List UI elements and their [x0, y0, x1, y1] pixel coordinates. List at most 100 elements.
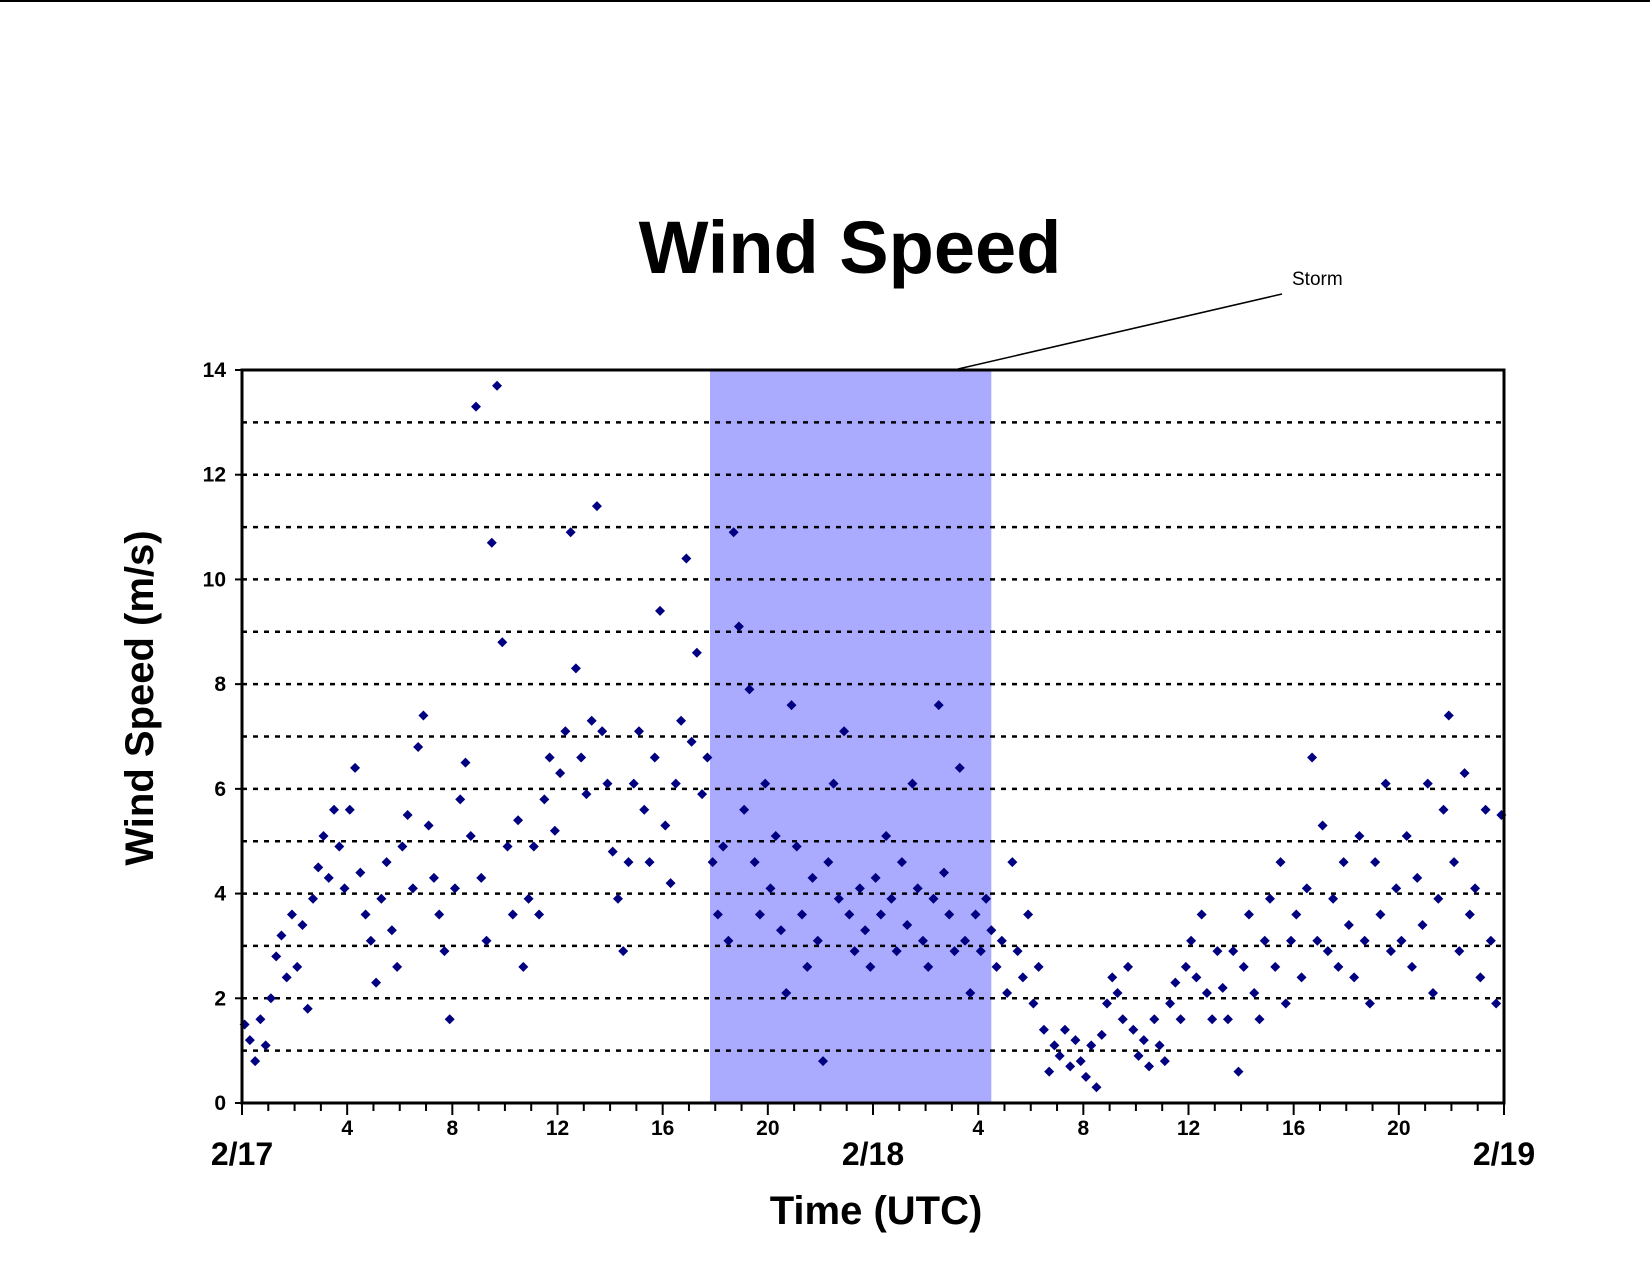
data-point [602, 778, 613, 789]
data-point [781, 988, 792, 999]
data-point [634, 726, 645, 737]
data-point [1286, 935, 1297, 946]
data-point [318, 830, 329, 841]
y-axis-ticks: 0 2 4 6 8 10 12 14 [203, 359, 242, 1115]
data-point [1228, 946, 1239, 957]
y-tick-label: 0 [214, 1092, 226, 1115]
data-point [1165, 998, 1176, 1009]
data-point [597, 726, 608, 737]
data-point [849, 946, 860, 957]
data-point [623, 857, 634, 868]
data-point [381, 857, 392, 868]
data-point [507, 909, 518, 920]
data-point [1470, 883, 1481, 894]
data-point [292, 961, 303, 972]
data-point [1464, 909, 1475, 920]
data-point [476, 872, 487, 883]
data-point [1238, 961, 1249, 972]
data-point [1180, 961, 1191, 972]
data-point [449, 883, 460, 894]
data-point [392, 961, 403, 972]
data-point [723, 935, 734, 946]
x-tick-label: 12 [546, 1117, 569, 1140]
data-point [986, 925, 997, 936]
data-point [1007, 857, 1018, 868]
data-point [728, 527, 739, 538]
chart-title: Wind Speed [639, 206, 1062, 289]
data-point [492, 380, 503, 391]
data-point [833, 893, 844, 904]
data-point [455, 794, 466, 805]
data-point [991, 961, 1002, 972]
data-point [954, 762, 965, 773]
data-point [970, 909, 981, 920]
data-point [754, 909, 765, 920]
data-point [1438, 804, 1449, 815]
x-date-label: 2/19 [1473, 1136, 1535, 1172]
data-point [1454, 946, 1465, 957]
data-point [1328, 893, 1339, 904]
data-point [418, 710, 429, 721]
data-point [534, 909, 545, 920]
data-point [423, 820, 434, 831]
data-point [981, 893, 992, 904]
data-point [865, 961, 876, 972]
data-point [1280, 998, 1291, 1009]
gridlines [242, 421, 1504, 1052]
data-point [933, 700, 944, 711]
data-point [870, 872, 881, 883]
data-point [339, 883, 350, 894]
x-tick-label: 16 [651, 1117, 674, 1140]
data-point [1475, 972, 1486, 983]
data-point [1038, 1024, 1049, 1035]
data-point [386, 925, 397, 936]
data-point [938, 867, 949, 878]
x-date-label: 2/18 [842, 1136, 904, 1172]
data-point [923, 961, 934, 972]
data-point [286, 909, 297, 920]
data-point [402, 810, 413, 821]
data-point [907, 778, 918, 789]
data-point [486, 537, 497, 548]
data-point [1417, 919, 1428, 930]
data-point [523, 893, 534, 904]
data-point [618, 946, 629, 957]
data-point [875, 909, 886, 920]
data-point [250, 1056, 261, 1067]
data-point [1270, 961, 1281, 972]
data-point [576, 752, 587, 763]
data-point [1059, 1024, 1070, 1035]
data-point [1107, 972, 1118, 983]
y-tick-label: 14 [203, 359, 227, 382]
data-point [1175, 1014, 1186, 1025]
data-point [854, 883, 865, 894]
data-point [549, 825, 560, 836]
data-point [1338, 857, 1349, 868]
x-tick-label: 16 [1282, 1117, 1305, 1140]
data-point [1054, 1050, 1065, 1061]
data-point [334, 841, 345, 852]
data-point [996, 935, 1007, 946]
data-point [881, 830, 892, 841]
data-point [965, 988, 976, 999]
data-point [839, 726, 850, 737]
data-point [739, 804, 750, 815]
data-point [649, 752, 660, 763]
data-point [539, 794, 550, 805]
data-point [818, 1056, 829, 1067]
data-point [307, 893, 318, 904]
data-point [760, 778, 771, 789]
data-point [670, 778, 681, 789]
data-point [1186, 935, 1197, 946]
data-point [444, 1014, 455, 1025]
data-point [949, 946, 960, 957]
data-point [1012, 946, 1023, 957]
storm-leader-line [957, 293, 1283, 370]
data-point [560, 726, 571, 737]
data-point [644, 857, 655, 868]
data-point [1044, 1066, 1055, 1077]
data-point [439, 946, 450, 957]
data-point [555, 768, 566, 779]
data-point [1207, 1014, 1218, 1025]
